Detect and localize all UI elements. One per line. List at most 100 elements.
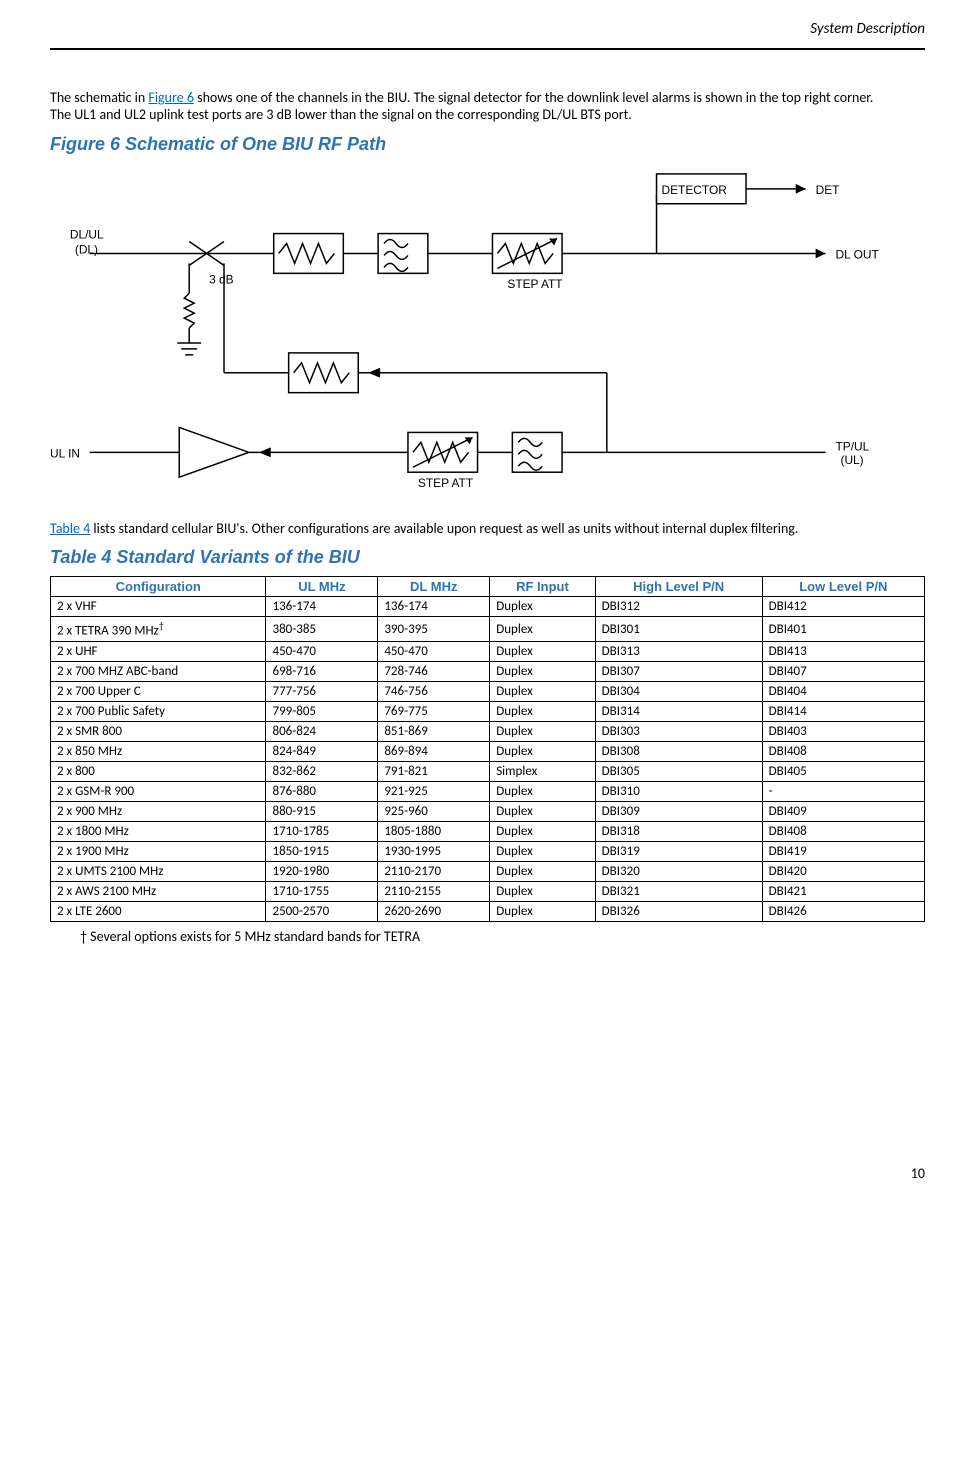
table-cell: DBI404 bbox=[762, 681, 924, 701]
table-cell: 390-395 bbox=[378, 617, 490, 641]
label-tpul: TP/UL bbox=[836, 439, 870, 453]
label-stepatt-dl: STEP ATT bbox=[507, 277, 563, 291]
table-cell: 806-824 bbox=[266, 721, 378, 741]
table-row: 2 x 1900 MHz1850-19151930-1995DuplexDBI3… bbox=[51, 841, 925, 861]
table-cell: DBI307 bbox=[595, 661, 762, 681]
table-cell: Duplex bbox=[490, 661, 595, 681]
table-cell: DBI309 bbox=[595, 801, 762, 821]
table-link[interactable]: Table 4 bbox=[50, 520, 90, 537]
intro-p1b: shows one of the channels in the BIU. Th… bbox=[194, 89, 873, 106]
schematic-diagram: DL/UL (DL) 3 dB STEP ATT DETECTOR DET DL… bbox=[50, 163, 925, 503]
table-row: 2 x 700 Upper C777-756746-756DuplexDBI30… bbox=[51, 681, 925, 701]
table-header-cell: Configuration bbox=[51, 577, 266, 597]
table-cell: 869-894 bbox=[378, 741, 490, 761]
table-cell: 2 x 800 bbox=[51, 761, 266, 781]
resistor-icon bbox=[184, 293, 194, 328]
figure-link[interactable]: Figure 6 bbox=[148, 89, 194, 106]
table-cell: DBI409 bbox=[762, 801, 924, 821]
table-cell: 450-470 bbox=[266, 641, 378, 661]
table-intro-rest: lists standard cellular BIU's. Other con… bbox=[90, 520, 798, 537]
table-cell: 2 x 700 Upper C bbox=[51, 681, 266, 701]
table-row: 2 x VHF136-174136-174DuplexDBI312DBI412 bbox=[51, 597, 925, 617]
table-cell: 136-174 bbox=[378, 597, 490, 617]
header-rule bbox=[50, 48, 925, 50]
table-cell: DBI320 bbox=[595, 861, 762, 881]
table-header-cell: UL MHz bbox=[266, 577, 378, 597]
table-cell: DBI426 bbox=[762, 901, 924, 921]
table-cell: 880-915 bbox=[266, 801, 378, 821]
table-cell: 1850-1915 bbox=[266, 841, 378, 861]
table-cell: DBI318 bbox=[595, 821, 762, 841]
table-cell: 136-174 bbox=[266, 597, 378, 617]
page-number: 10 bbox=[50, 1165, 925, 1182]
table-cell: Duplex bbox=[490, 881, 595, 901]
table-cell: 1930-1995 bbox=[378, 841, 490, 861]
table-cell: 728-746 bbox=[378, 661, 490, 681]
table-cell: 925-960 bbox=[378, 801, 490, 821]
table-cell: Duplex bbox=[490, 617, 595, 641]
table-cell: Duplex bbox=[490, 821, 595, 841]
table-cell: DBI408 bbox=[762, 821, 924, 841]
table-cell: 1710-1785 bbox=[266, 821, 378, 841]
table-row: 2 x UHF450-470450-470DuplexDBI313DBI413 bbox=[51, 641, 925, 661]
table-cell: Duplex bbox=[490, 597, 595, 617]
table-cell: Simplex bbox=[490, 761, 595, 781]
intro-p1: The schematic in Figure 6 shows one of t… bbox=[50, 90, 925, 107]
label-dlul: DL/UL bbox=[70, 227, 104, 241]
table-cell: 777-756 bbox=[266, 681, 378, 701]
intro-block: The schematic in Figure 6 shows one of t… bbox=[50, 90, 925, 124]
table-cell: - bbox=[762, 781, 924, 801]
table-cell: 799-805 bbox=[266, 701, 378, 721]
table-cell: DBI412 bbox=[762, 597, 924, 617]
table-cell: 2110-2170 bbox=[378, 861, 490, 881]
table-cell: 769-775 bbox=[378, 701, 490, 721]
table-cell: 698-716 bbox=[266, 661, 378, 681]
table-header-cell: DL MHz bbox=[378, 577, 490, 597]
table-cell: DBI312 bbox=[595, 597, 762, 617]
table-cell: DBI310 bbox=[595, 781, 762, 801]
table-cell: DBI314 bbox=[595, 701, 762, 721]
table-header-row: ConfigurationUL MHzDL MHzRF InputHigh Le… bbox=[51, 577, 925, 597]
table-cell: 2 x UMTS 2100 MHz bbox=[51, 861, 266, 881]
page-header-title: System Description bbox=[50, 20, 925, 38]
table-cell: 2 x 700 Public Safety bbox=[51, 701, 266, 721]
label-ul: (UL) bbox=[840, 453, 863, 467]
table-cell: DBI303 bbox=[595, 721, 762, 741]
table-cell: 2 x UHF bbox=[51, 641, 266, 661]
table-row: 2 x 700 MHZ ABC-band698-716728-746Duplex… bbox=[51, 661, 925, 681]
table-cell: 1710-1755 bbox=[266, 881, 378, 901]
table-cell: DBI321 bbox=[595, 881, 762, 901]
table-cell: Duplex bbox=[490, 681, 595, 701]
table-cell: Duplex bbox=[490, 641, 595, 661]
table-cell: 2 x 1800 MHz bbox=[51, 821, 266, 841]
table-cell: DBI405 bbox=[762, 761, 924, 781]
table-cell: Duplex bbox=[490, 861, 595, 881]
table-cell: 2 x LTE 2600 bbox=[51, 901, 266, 921]
table-cell: 851-869 bbox=[378, 721, 490, 741]
table-cell: 2500-2570 bbox=[266, 901, 378, 921]
label-dlout: DL OUT bbox=[836, 247, 880, 261]
table-cell: Duplex bbox=[490, 901, 595, 921]
attenuator-box-mid bbox=[289, 352, 359, 392]
arrow-left-icon bbox=[368, 367, 380, 377]
table-cell: DBI313 bbox=[595, 641, 762, 661]
table-intro: Table 4 lists standard cellular BIU's. O… bbox=[50, 521, 925, 538]
table-row: 2 x UMTS 2100 MHz1920-19802110-2170Duple… bbox=[51, 861, 925, 881]
table-cell: 2 x 1900 MHz bbox=[51, 841, 266, 861]
table-cell: 1805-1880 bbox=[378, 821, 490, 841]
table-cell: 2 x 900 MHz bbox=[51, 801, 266, 821]
table-cell: 876-880 bbox=[266, 781, 378, 801]
table-cell: 450-470 bbox=[378, 641, 490, 661]
table-cell: 2 x GSM-R 900 bbox=[51, 781, 266, 801]
label-stepatt-ul: STEP ATT bbox=[418, 476, 474, 490]
table-cell: 2 x TETRA 390 MHz† bbox=[51, 617, 266, 641]
table-cell: DBI304 bbox=[595, 681, 762, 701]
table-row: 2 x 850 MHz824-849869-894DuplexDBI308DBI… bbox=[51, 741, 925, 761]
table-cell: 832-862 bbox=[266, 761, 378, 781]
table-cell: 2 x VHF bbox=[51, 597, 266, 617]
table-cell: Duplex bbox=[490, 781, 595, 801]
table-cell: DBI414 bbox=[762, 701, 924, 721]
table-cell: DBI403 bbox=[762, 721, 924, 741]
table-cell: Duplex bbox=[490, 701, 595, 721]
table-cell: DBI420 bbox=[762, 861, 924, 881]
